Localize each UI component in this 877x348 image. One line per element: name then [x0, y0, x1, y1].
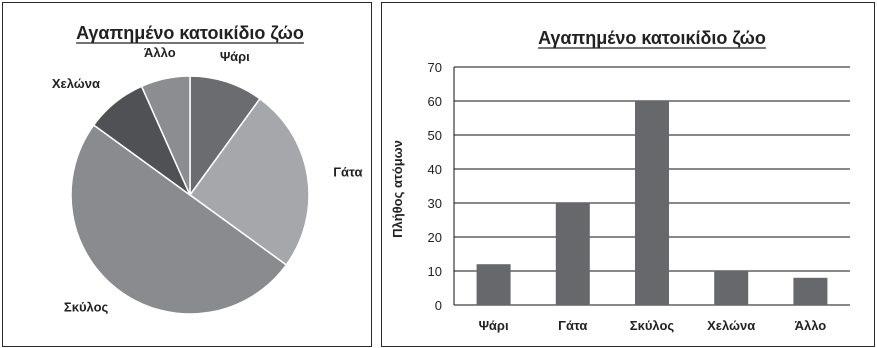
bar-chart-panel: Αγαπημένο κατοικίδιο ζώο 0 10 20 30 40 50 60 70… [381, 2, 875, 347]
bar-chart-category-labels: Ψάρι Γάτα Σκύλος Χελώνα Άλλο [479, 318, 827, 333]
y-tick-70: 70 [428, 60, 442, 75]
y-tick-40: 40 [428, 162, 442, 177]
pie-chart-title: Αγαπημένο κατοικίδιο ζώο [76, 23, 304, 44]
pie-chart: Αγαπημένο κατοικίδιο ζώο Ψάρι Γάτα Σκύλος Χ… [52, 23, 363, 315]
pie-slices [70, 75, 310, 315]
y-tick-10: 10 [428, 264, 442, 279]
pie-label-cat: Γάτα [333, 164, 362, 179]
y-tick-60: 60 [428, 94, 442, 109]
x-tick-cat: Γάτα [558, 318, 587, 333]
x-tick-fish: Ψάρι [479, 318, 509, 333]
bar-cat [555, 203, 590, 305]
bar-dog [635, 101, 669, 305]
bar-chart-y-axis-title: Πλήθος ατόμων [390, 140, 405, 238]
pie-slice-fish [189, 75, 261, 198]
pie-slice-cat [188, 97, 310, 266]
bar-chart-bars [476, 101, 828, 305]
pie-label-fish: Ψάρι [220, 49, 250, 64]
y-tick-30: 30 [428, 196, 442, 211]
bar-turtle [714, 271, 749, 305]
x-tick-dog: Σκύλος [630, 318, 675, 333]
x-tick-other: Άλλο [795, 318, 827, 333]
pie-slice-labels: Ψάρι Γάτα Σκύλος Χελώνα Άλλο [52, 45, 363, 314]
pie-label-other: Άλλο [144, 45, 176, 60]
pie-slice-other [140, 75, 191, 196]
bar-chart: Αγαπημένο κατοικίδιο ζώο 0 10 20 30 40 50 60 70… [390, 28, 850, 333]
bar-fish [476, 264, 511, 305]
bar-other [793, 277, 828, 305]
pie-slice-dog [70, 124, 288, 315]
y-tick-50: 50 [428, 128, 442, 143]
pie-label-dog: Σκύλος [64, 299, 109, 314]
bar-chart-title: Αγαπημένο κατοικίδιο ζώο [538, 28, 766, 49]
y-tick-20: 20 [428, 230, 442, 245]
x-tick-turtle: Χελώνα [707, 318, 755, 333]
pie-label-turtle: Χελώνα [52, 76, 100, 91]
y-tick-0: 0 [435, 298, 442, 313]
bar-chart-y-tick-labels: 0 10 20 30 40 50 60 70 [428, 60, 442, 313]
pie-chart-panel: Αγαπημένο κατοικίδιο ζώο Ψάρι Γάτα Σκύλος Χ… [2, 2, 372, 347]
